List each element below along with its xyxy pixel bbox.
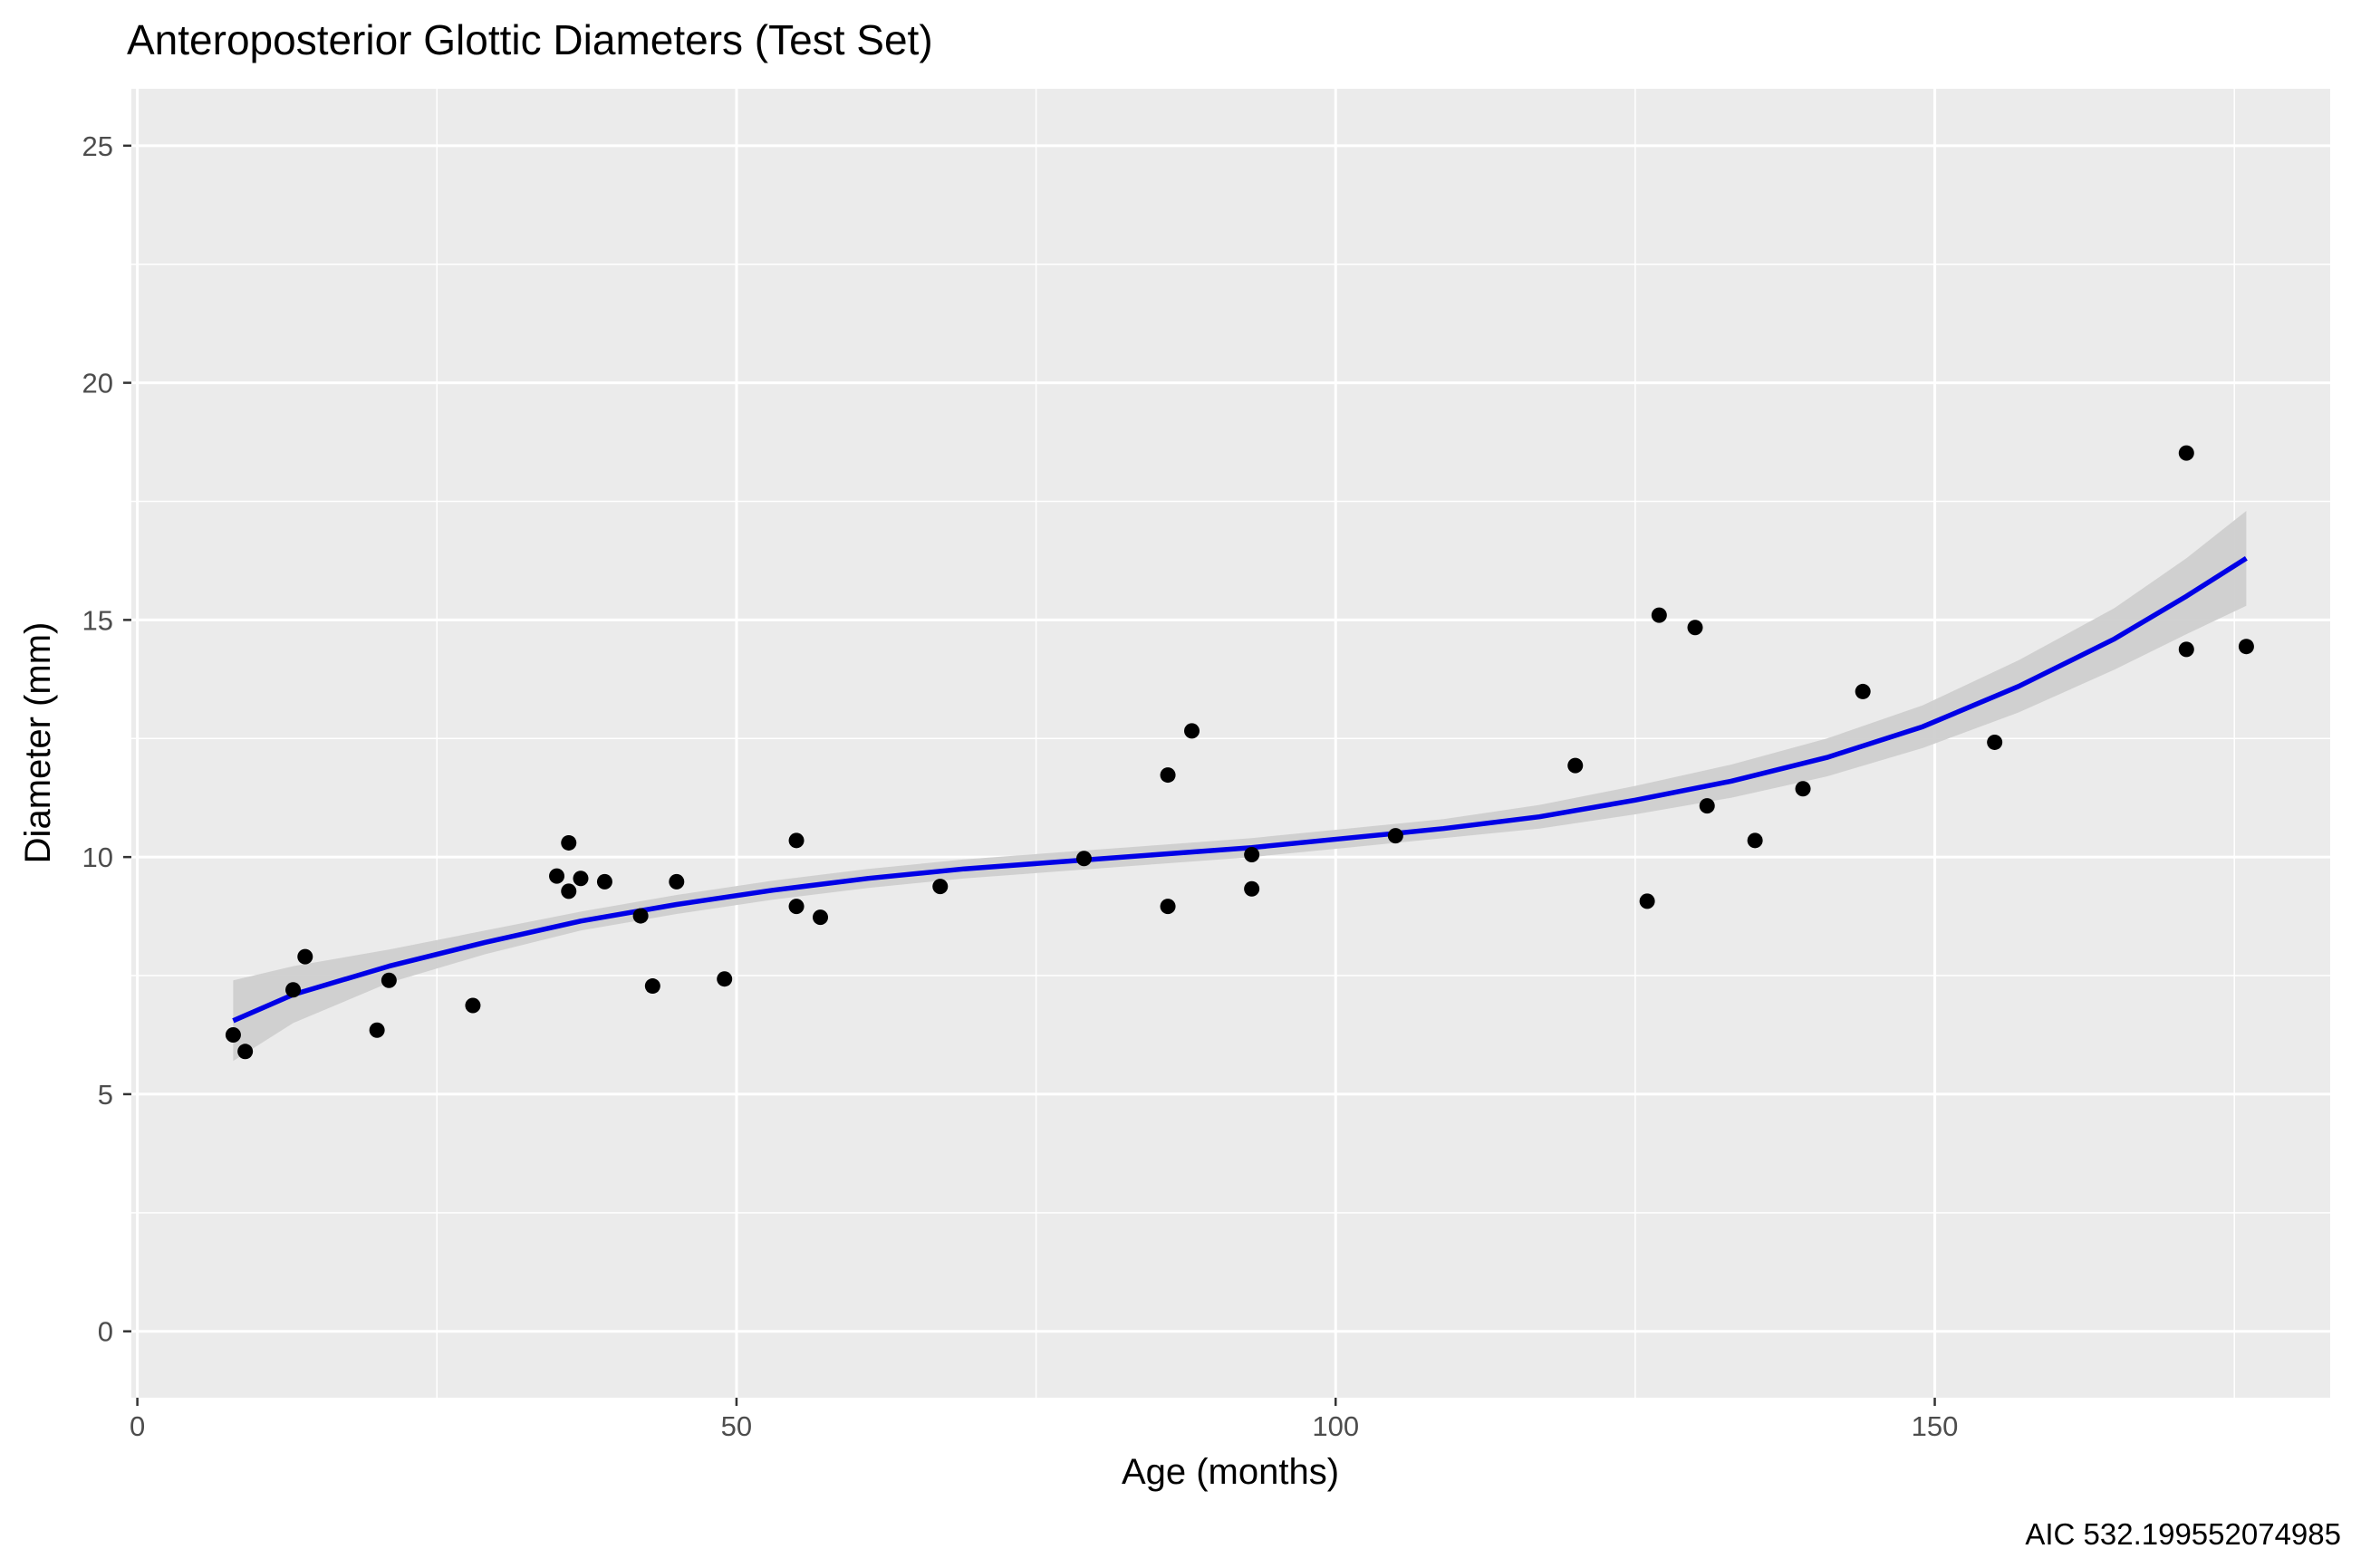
data-point	[932, 879, 949, 895]
y-axis-label: Diameter (mm)	[18, 622, 58, 864]
data-point	[465, 997, 481, 1014]
data-point	[369, 1022, 385, 1038]
data-point	[1651, 607, 1667, 623]
data-point	[717, 971, 733, 987]
data-point	[1184, 723, 1200, 739]
data-point	[225, 1026, 241, 1043]
data-point	[573, 871, 589, 887]
data-point	[2178, 445, 2194, 461]
x-axis-label: Age (months)	[1122, 1452, 1339, 1492]
data-point	[788, 899, 805, 915]
data-point	[2238, 639, 2254, 655]
data-point	[1747, 832, 1763, 849]
data-point	[1160, 767, 1176, 784]
data-point	[644, 978, 660, 995]
data-point	[669, 873, 685, 890]
data-point	[1567, 757, 1584, 774]
data-point	[285, 982, 302, 998]
data-point	[1075, 851, 1092, 867]
data-point	[1987, 734, 2003, 750]
data-point	[1795, 781, 1811, 797]
y-axis: 0 5 10 15 20 25	[82, 130, 131, 1348]
y-tick-label: 5	[98, 1079, 113, 1111]
plot-panel	[131, 89, 2330, 1398]
grid-major-lines	[131, 89, 2330, 1398]
data-point	[549, 868, 565, 884]
data-point	[1639, 893, 1655, 909]
x-tick-label: 150	[1912, 1410, 1959, 1442]
data-point	[237, 1044, 254, 1060]
data-point	[596, 873, 612, 890]
data-point	[1244, 847, 1260, 863]
data-point	[561, 883, 577, 899]
data-point	[1699, 798, 1715, 814]
data-point	[1244, 880, 1260, 897]
y-tick-label: 20	[82, 368, 113, 399]
data-point	[1687, 620, 1703, 636]
data-point	[2178, 641, 2194, 658]
data-point	[381, 972, 397, 988]
aic-caption: AIC 532.199552074985	[2025, 1517, 2341, 1551]
x-tick-label: 100	[1312, 1410, 1359, 1442]
chart-title: Anteroposterior Glottic Diameters (Test …	[127, 16, 933, 63]
x-axis: 0 50 100 150	[130, 1398, 1958, 1442]
x-tick-label: 0	[130, 1410, 145, 1442]
y-tick-label: 0	[98, 1316, 113, 1348]
data-point	[813, 909, 829, 926]
y-tick-label: 25	[82, 130, 113, 162]
data-point	[561, 834, 577, 851]
y-tick-label: 15	[82, 604, 113, 636]
data-point	[1387, 828, 1403, 844]
data-point	[788, 832, 805, 849]
data-point	[1160, 899, 1176, 915]
y-tick-label: 10	[82, 842, 113, 873]
data-points	[225, 445, 2254, 1060]
x-tick-label: 50	[721, 1410, 752, 1442]
data-point	[632, 908, 649, 924]
grid-minor-lines	[131, 89, 2330, 1398]
data-point	[1855, 683, 1871, 699]
data-point	[297, 948, 313, 965]
